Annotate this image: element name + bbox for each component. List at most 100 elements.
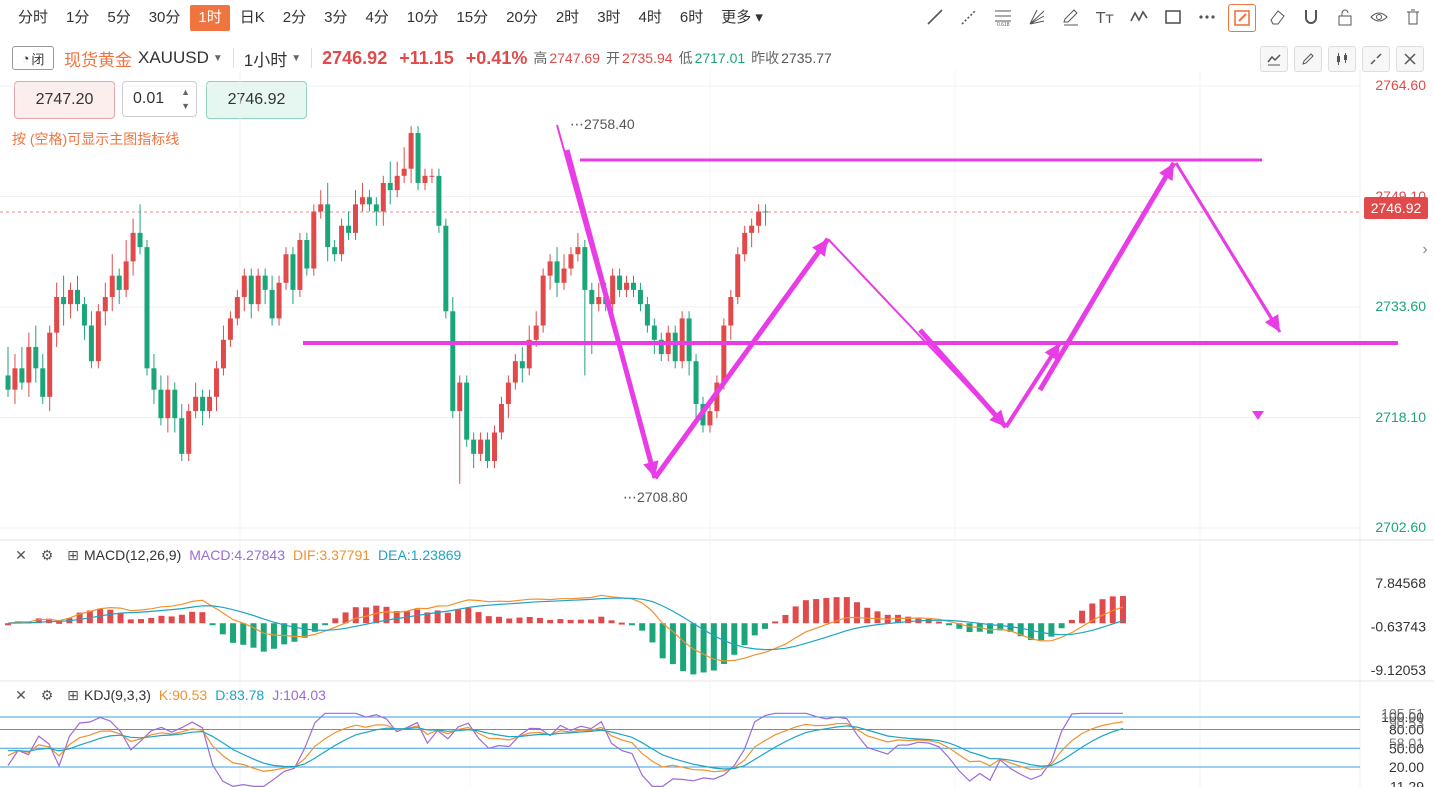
timeframe-12[interactable]: 2时 (555, 9, 580, 26)
period-dropdown-icon[interactable]: ▼ (291, 52, 302, 64)
settings-icon[interactable]: ⚙ (40, 546, 54, 563)
candle-body (637, 289, 643, 305)
timeframe-8[interactable]: 4分 (365, 9, 389, 26)
indicator-hint: 按 (空格)可显示主图指标线 (12, 131, 180, 147)
candle-body (721, 325, 727, 383)
edit-icon[interactable] (1294, 46, 1322, 72)
candle-body (617, 275, 623, 290)
collapse-icon[interactable] (1362, 46, 1390, 72)
rectangle-icon[interactable] (1160, 4, 1186, 30)
close-icon[interactable] (1396, 46, 1424, 72)
timeframe-13[interactable]: 3时 (597, 9, 621, 26)
macd-bar (301, 623, 308, 638)
timeframe-5[interactable]: 日K (239, 9, 265, 26)
macd-bar (1027, 623, 1034, 641)
kdj-value-label: 58.01 (1389, 735, 1424, 751)
dea-value: DEA:1.23869 (378, 547, 462, 563)
candle-body (478, 439, 484, 454)
expand-right-icon[interactable]: › (1422, 241, 1428, 258)
candle-body (318, 204, 324, 212)
buy-price-button[interactable]: 2746.92 (206, 81, 307, 119)
timeframe-2[interactable]: 5分 (107, 9, 131, 26)
macd-bar (424, 612, 431, 624)
candle-style-icon[interactable] (1328, 46, 1356, 72)
timeframe-10[interactable]: 15分 (456, 9, 489, 26)
macd-bar (76, 612, 83, 624)
up-arrow-head (812, 239, 828, 257)
text-icon[interactable]: Tт (1092, 4, 1118, 30)
macd-bar (721, 623, 728, 664)
macd-bar (669, 623, 676, 665)
candle-body (394, 175, 400, 191)
timeframe-6[interactable]: 2分 (282, 9, 307, 26)
eraser-icon[interactable] (1264, 4, 1290, 30)
macd-bar (485, 616, 492, 624)
close-indicator-icon[interactable]: ✕ (15, 686, 27, 703)
up-arrow-head (1159, 163, 1174, 181)
symbol-dropdown-icon[interactable]: ▼ (212, 52, 223, 64)
symbol-name-cn[interactable]: 现货黄金 (64, 50, 132, 70)
candle-body (679, 318, 685, 362)
more-dots-icon[interactable] (1194, 4, 1220, 30)
trendline-icon[interactable] (922, 4, 948, 30)
macd-bar (383, 606, 390, 624)
close-indicator-icon[interactable]: ✕ (15, 546, 27, 563)
macd-bar (577, 619, 584, 624)
wave-icon[interactable] (1126, 4, 1152, 30)
macd-bar (526, 616, 533, 624)
down-arrow-head (1264, 314, 1280, 332)
magnet-icon[interactable] (1298, 4, 1324, 30)
stepper-arrows-icon[interactable]: ▲ ▼ (181, 87, 190, 111)
symbol-code[interactable]: XAUUSD (138, 48, 209, 67)
period-selector[interactable]: 1小时 (243, 50, 288, 70)
settings-icon[interactable]: ⚙ (40, 686, 54, 703)
down-arrow (1174, 162, 1282, 333)
macd-bar (455, 609, 462, 624)
candle-body (311, 211, 317, 269)
trash-icon[interactable] (1400, 4, 1426, 30)
fibonacci-icon[interactable]: 0.618 (990, 4, 1016, 30)
timeframe-3[interactable]: 30分 (148, 9, 181, 26)
candle-body (165, 389, 171, 419)
macd-bar (557, 619, 564, 624)
timeframe-4[interactable]: 1时 (190, 5, 230, 31)
add-indicator-icon[interactable]: ⊞ (67, 686, 79, 703)
down-arrow-head (989, 409, 1006, 427)
brush-icon[interactable] (1228, 4, 1256, 32)
last-price-tag: 2746.92 (1364, 197, 1428, 219)
timeframe-9[interactable]: 10分 (406, 9, 439, 26)
last-price: 2746.92 (322, 47, 388, 68)
timeframe-16[interactable]: 更多 ▾ (721, 9, 763, 26)
min-price-label: ⋯2708.80 (623, 489, 688, 505)
symbol-info-bar: ◔ 闭 现货黄金 XAUUSD ▼ 1小时 ▼ 2746.92 +11.15 +0… (0, 42, 1434, 74)
timeframe-1[interactable]: 1分 (66, 9, 90, 26)
macd-bar (905, 616, 912, 624)
candle-body (262, 275, 268, 290)
macd-bar (659, 623, 666, 659)
macd-bar (833, 597, 840, 624)
eye-icon[interactable] (1366, 4, 1392, 30)
timeframe-11[interactable]: 20分 (506, 9, 538, 26)
timeframe-7[interactable]: 3分 (324, 9, 348, 26)
macd-bar (209, 623, 216, 626)
macd-bar (270, 623, 277, 649)
macd-bar (127, 619, 134, 624)
candle-body (735, 254, 741, 298)
candle-body (492, 432, 497, 461)
macd-bar (219, 623, 226, 635)
ray-icon[interactable] (956, 4, 982, 30)
indicator-settings-icon[interactable] (1260, 46, 1288, 72)
quantity-stepper[interactable]: 0.01 ▲ ▼ (122, 81, 197, 117)
timeframe-14[interactable]: 4时 (638, 9, 662, 26)
timeframe-0[interactable]: 分时 (18, 9, 49, 26)
candle-body (123, 261, 129, 290)
sell-price-button[interactable]: 2747.20 (14, 81, 115, 119)
add-indicator-icon[interactable]: ⊞ (67, 546, 79, 563)
candle-body (485, 439, 491, 461)
macd-bar (393, 611, 400, 624)
lock-icon[interactable] (1332, 4, 1358, 30)
fan-icon[interactable] (1024, 4, 1050, 30)
pencil-icon[interactable] (1058, 4, 1084, 30)
timeframe-15[interactable]: 6时 (679, 9, 704, 26)
